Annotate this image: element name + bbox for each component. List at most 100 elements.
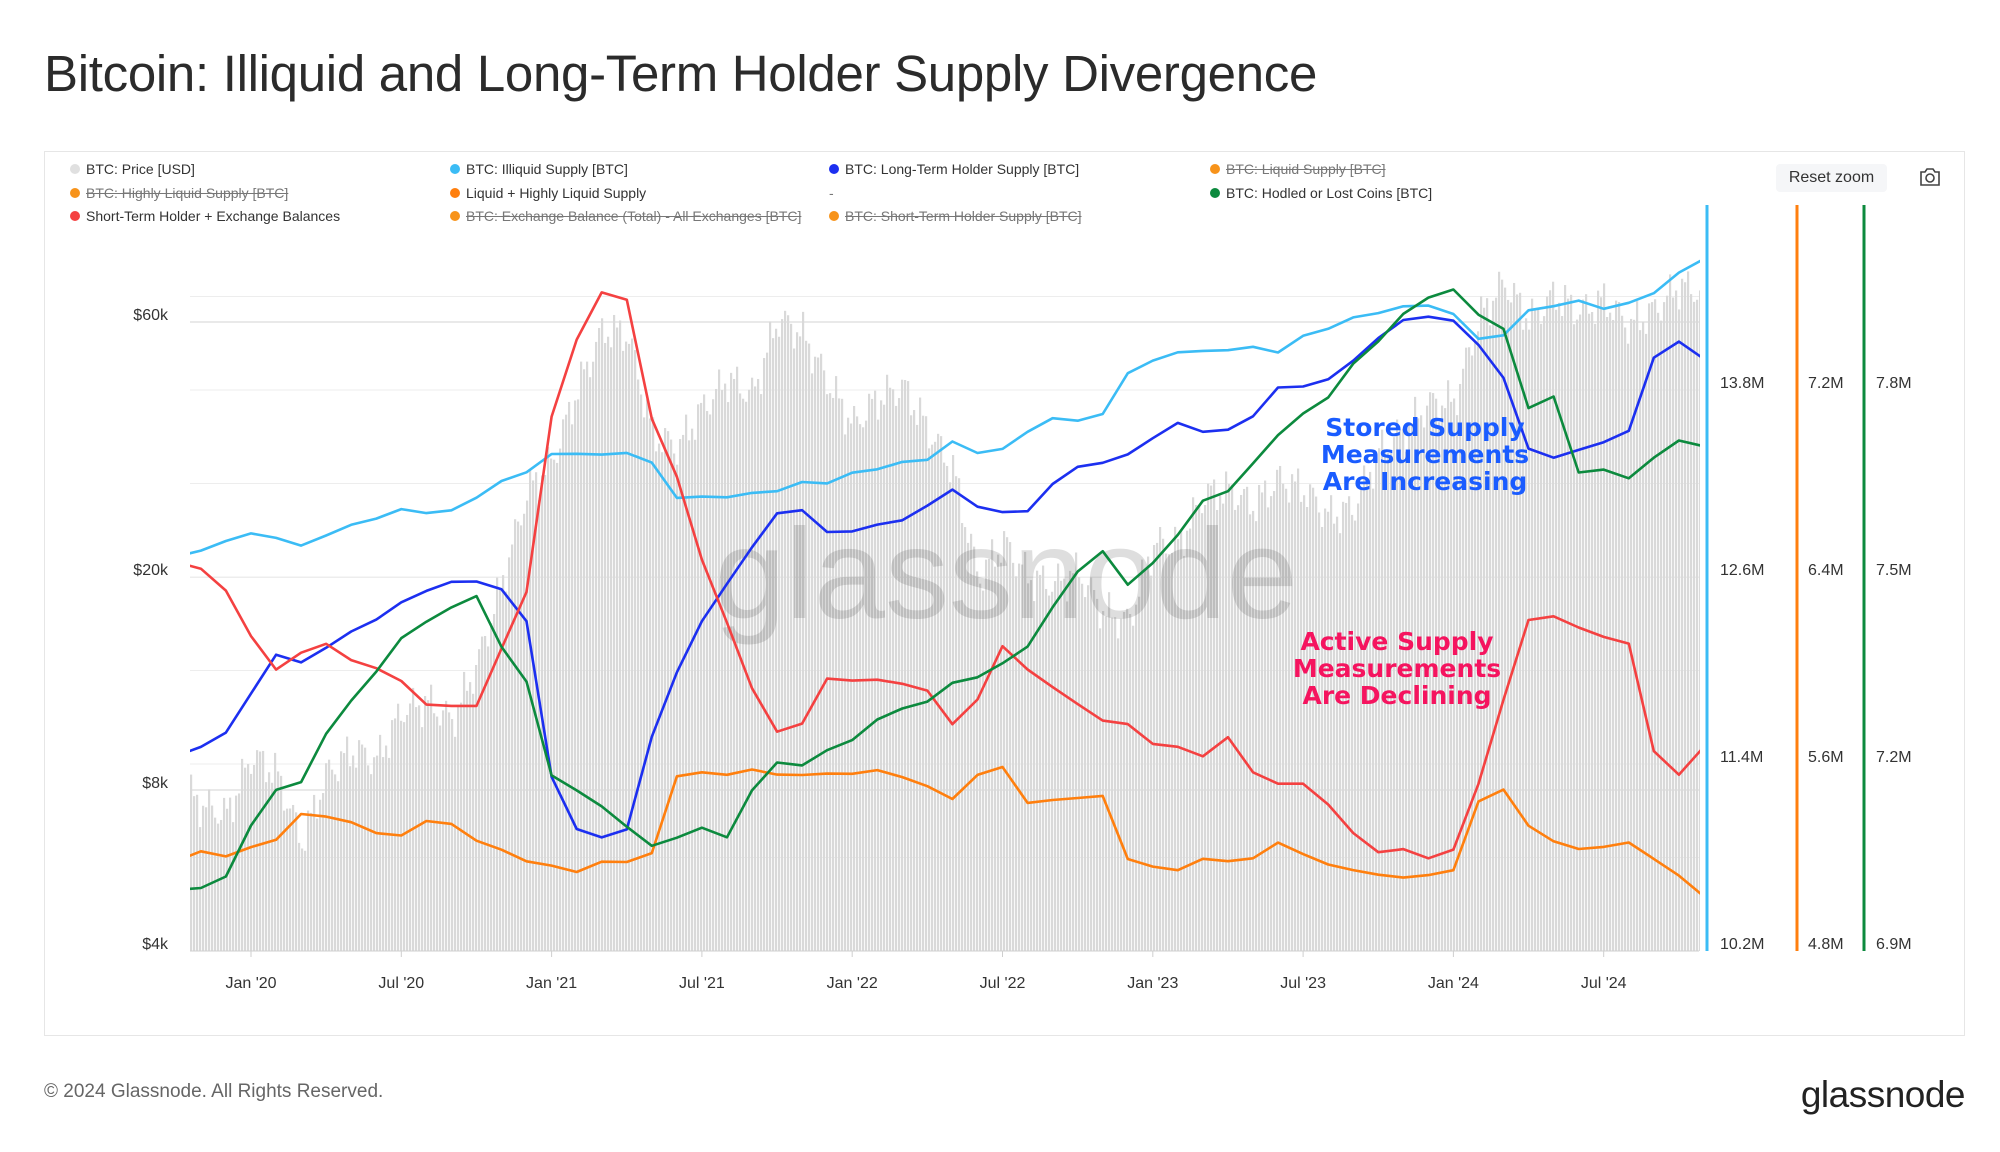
price-bar [1045,588,1048,951]
price-bar [733,378,736,952]
legend-item[interactable]: BTC: Illiquid Supply [BTC] [450,161,628,177]
price-bar [1642,321,1645,952]
price-bar [286,808,289,951]
price-bar [508,557,511,951]
price-bar [1180,529,1183,951]
legend-item[interactable]: BTC: Highly Liquid Supply [BTC] [70,185,288,201]
price-bar [1519,292,1522,951]
price-bar [874,390,877,951]
x-tick-label: Jan '24 [1428,975,1479,992]
price-bar [697,404,700,951]
legend-item[interactable]: Short-Term Holder + Exchange Balances [70,208,340,224]
price-bar [1687,271,1690,951]
price-bar [751,377,754,951]
price-bar [433,713,436,951]
price-bar [502,575,505,951]
price-bar [259,751,262,951]
price-bar [637,379,640,951]
legend-item[interactable]: BTC: Price [USD] [70,161,195,177]
price-bar [649,418,652,951]
price-bar [1057,563,1060,951]
supply-tick-label: 11.4M [1720,749,1763,766]
price-bar [1261,492,1264,951]
price-bar [1504,287,1507,951]
price-bar [1693,301,1696,951]
price-bar [1438,422,1441,951]
price-bar [382,757,385,951]
price-bar [907,381,910,951]
price-bar [1003,531,1006,951]
legend-item[interactable]: BTC: Hodled or Lost Coins [BTC] [1210,185,1432,201]
legend-item[interactable]: BTC: Liquid Supply [BTC] [1210,161,1386,177]
price-bar [388,757,391,951]
price-bar [568,401,571,951]
price-bar [709,414,712,951]
price-bar [1540,323,1543,952]
price-bar [745,401,748,951]
price-bar [559,448,562,951]
legend-label: BTC: Illiquid Supply [BTC] [466,161,628,177]
price-bar [574,400,577,951]
reset-zoom-button[interactable]: Reset zoom [1776,164,1887,192]
price-bar [712,399,715,951]
price-bar [643,417,646,951]
price-bar [817,357,820,951]
legend-item[interactable]: Liquid + Highly Liquid Supply [450,185,646,201]
price-bar [1492,300,1495,951]
legend-item[interactable]: BTC: Long-Term Holder Supply [BTC] [829,161,1079,177]
price-bar [1645,333,1648,951]
price-bar [1000,562,1003,951]
price-bar [1612,319,1615,952]
price-bar [487,646,490,951]
price-bar [775,328,778,951]
price-bar [859,424,862,952]
price-bar [1087,585,1090,951]
price-bar [1393,437,1396,951]
price-bar [580,361,583,951]
camera-icon[interactable] [1918,166,1942,188]
price-bar [1069,570,1072,951]
price-bar [1033,601,1036,951]
price-bar [670,439,673,951]
legend-item[interactable]: BTC: Exchange Balance (Total) - All Exch… [450,208,801,224]
price-bar [607,336,610,951]
price-bar [1012,562,1015,951]
price-bar [1042,565,1045,951]
price-bar [451,719,454,951]
price-bar [1486,298,1489,951]
legend-item[interactable]: BTC: Short-Term Holder Supply [BTC] [829,208,1082,224]
price-bar [958,478,961,951]
price-bar [190,774,193,951]
price-bar [469,682,472,951]
price-bar [1126,608,1129,951]
price-bar [505,591,508,951]
price-bar [967,542,970,951]
price-bar [298,842,301,951]
price-bar [904,380,907,951]
price-bar [217,823,220,951]
price-bar [490,623,493,951]
price-bar [424,696,427,951]
price-bar [1381,429,1384,951]
price-bar [397,703,400,951]
price-bar [1312,487,1315,951]
legend-item[interactable]: - [829,185,834,201]
price-bar [358,740,361,951]
price-bar [1360,489,1363,951]
price-bar [769,321,772,951]
price-bar [1603,283,1606,951]
price-bar [1129,613,1132,951]
price-bar [619,320,622,952]
price-bar [877,419,880,951]
price-bar [652,417,655,951]
price-bar [961,523,964,951]
price-bar [1114,617,1117,951]
price-bar [1417,418,1420,952]
price-bar [232,822,235,951]
price-bar [766,352,769,951]
price-bar [631,338,634,952]
price-bar [1156,542,1159,951]
price-bar [562,419,565,951]
glassnode-logo[interactable]: glassnode [1800,1074,1966,1115]
